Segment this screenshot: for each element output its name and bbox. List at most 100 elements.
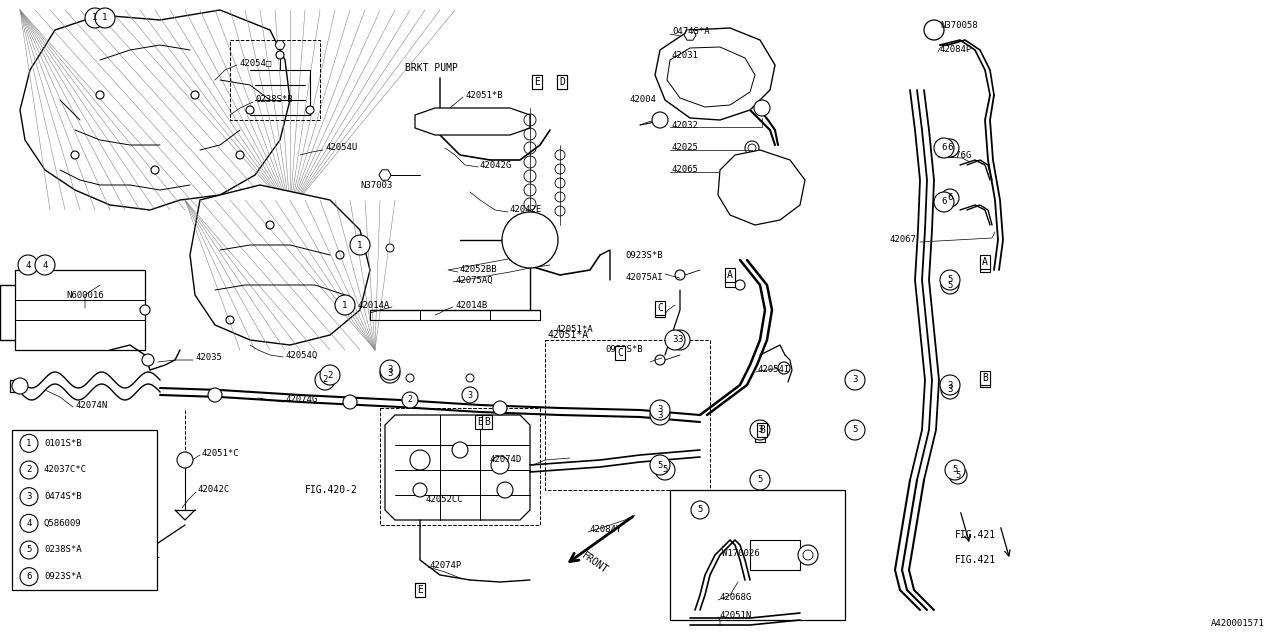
Text: 5: 5 (658, 461, 663, 470)
Circle shape (20, 515, 38, 532)
Circle shape (466, 374, 474, 382)
Text: 42054I: 42054I (758, 365, 790, 374)
Circle shape (18, 255, 38, 275)
Text: 42084P: 42084P (940, 45, 973, 54)
Text: 42074P: 42074P (430, 561, 462, 570)
Circle shape (669, 330, 690, 350)
Circle shape (20, 488, 38, 506)
Text: 3: 3 (388, 369, 393, 378)
Text: N37003: N37003 (360, 180, 392, 189)
Bar (669, 490, 845, 620)
Text: E: E (417, 585, 422, 595)
Circle shape (845, 420, 865, 440)
Circle shape (380, 363, 399, 383)
Polygon shape (275, 41, 285, 49)
Text: 3: 3 (658, 410, 663, 419)
Circle shape (493, 401, 507, 415)
Circle shape (191, 91, 198, 99)
Text: 42042C: 42042C (198, 486, 230, 495)
Circle shape (652, 112, 668, 128)
Circle shape (940, 270, 960, 290)
Text: 3: 3 (27, 492, 32, 501)
Text: 6: 6 (941, 143, 947, 152)
Circle shape (750, 420, 771, 440)
Text: FIG.421: FIG.421 (955, 555, 996, 565)
Text: B: B (982, 375, 988, 385)
Circle shape (941, 276, 959, 294)
Circle shape (20, 461, 38, 479)
Circle shape (315, 370, 335, 390)
Text: 2: 2 (328, 371, 333, 380)
Text: 5: 5 (947, 280, 952, 289)
Text: B: B (982, 373, 988, 383)
Text: E: E (534, 77, 540, 87)
Circle shape (924, 20, 945, 40)
Circle shape (35, 255, 55, 275)
Circle shape (940, 375, 960, 395)
Text: A420001571: A420001571 (1211, 619, 1265, 628)
Polygon shape (655, 28, 774, 120)
Text: 42068G: 42068G (719, 593, 753, 602)
Bar (15, 270, 145, 350)
Circle shape (151, 166, 159, 174)
Bar (750, 540, 800, 570)
Text: 1: 1 (342, 301, 348, 310)
Text: 42067: 42067 (890, 236, 916, 244)
Text: 42075AQ: 42075AQ (454, 275, 493, 285)
Text: 42065: 42065 (672, 166, 699, 175)
Text: N600016: N600016 (67, 291, 104, 300)
Text: 42035: 42035 (195, 353, 221, 362)
Text: 0474S*A: 0474S*A (672, 28, 709, 36)
Circle shape (96, 91, 104, 99)
Circle shape (276, 51, 284, 59)
Text: FIG.420-2: FIG.420-2 (305, 485, 358, 495)
Text: 6: 6 (947, 193, 952, 202)
Text: 1: 1 (102, 13, 108, 22)
Polygon shape (385, 415, 530, 520)
Circle shape (452, 442, 468, 458)
Text: A: A (727, 270, 733, 280)
Text: 5: 5 (662, 465, 668, 474)
Circle shape (934, 192, 954, 212)
Text: FIG.421: FIG.421 (955, 530, 996, 540)
Text: 3: 3 (388, 365, 393, 374)
Circle shape (797, 545, 818, 565)
Text: 0101S*B: 0101S*B (44, 439, 82, 448)
Text: 42054U: 42054U (325, 143, 357, 152)
Text: 5: 5 (27, 545, 32, 554)
Circle shape (497, 482, 513, 498)
Text: 3: 3 (758, 426, 763, 435)
Text: E: E (534, 77, 540, 87)
Circle shape (406, 374, 413, 382)
Circle shape (343, 395, 357, 409)
Text: B: B (484, 417, 490, 427)
Text: 5: 5 (758, 476, 763, 484)
Text: 6: 6 (27, 572, 32, 581)
Text: A: A (727, 275, 733, 285)
Text: 0923S*B: 0923S*B (625, 250, 663, 259)
Text: 3: 3 (947, 385, 952, 394)
Text: 42054□: 42054□ (241, 58, 273, 67)
Circle shape (320, 365, 340, 385)
Text: 5: 5 (955, 470, 961, 479)
Text: 42076G: 42076G (940, 150, 973, 159)
Text: 42075AI: 42075AI (625, 273, 663, 282)
Text: FIG.421: FIG.421 (120, 550, 161, 560)
Text: 42037C*C: 42037C*C (44, 465, 87, 474)
Polygon shape (20, 10, 291, 210)
Text: 3: 3 (467, 390, 472, 399)
Circle shape (41, 263, 49, 271)
Text: 42052CC: 42052CC (425, 495, 462, 504)
Text: N370058: N370058 (940, 20, 978, 29)
Text: 42051*A: 42051*A (556, 326, 593, 335)
Text: 3: 3 (677, 335, 682, 344)
Text: 4: 4 (42, 260, 47, 269)
Circle shape (177, 452, 193, 468)
Text: 3: 3 (672, 335, 677, 344)
Text: 3: 3 (658, 406, 663, 415)
Text: 4: 4 (26, 260, 31, 269)
Text: B: B (759, 425, 765, 435)
Circle shape (20, 541, 38, 559)
Text: 6: 6 (947, 143, 952, 152)
Circle shape (750, 470, 771, 490)
